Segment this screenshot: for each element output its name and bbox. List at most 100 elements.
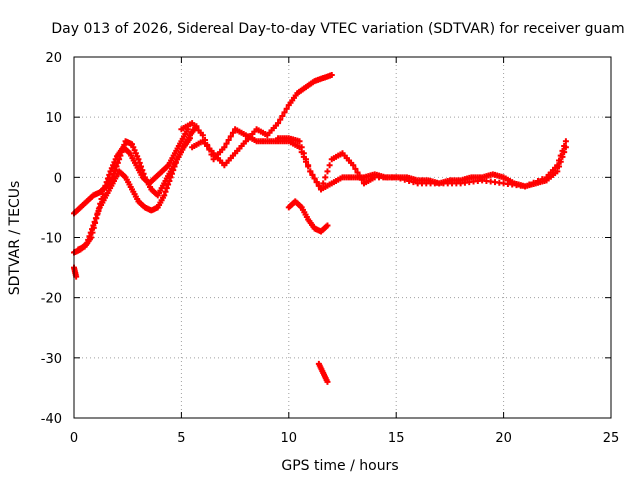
data-series (71, 72, 569, 385)
data-point (130, 144, 137, 151)
data-point (328, 72, 335, 79)
data-point (281, 109, 288, 116)
data-point (410, 179, 417, 186)
data-point (88, 234, 95, 241)
data-point (313, 179, 320, 186)
data-point (128, 141, 135, 148)
data-point (522, 183, 529, 190)
data-point (393, 174, 400, 181)
data-point (186, 135, 193, 142)
data-point (95, 205, 102, 212)
series-track-d (178, 120, 569, 193)
data-point (107, 168, 114, 175)
data-point (401, 176, 408, 183)
series-track-i (315, 360, 331, 385)
data-point (103, 179, 110, 186)
data-point (163, 185, 170, 192)
data-point (131, 147, 138, 154)
data-point (559, 147, 566, 154)
y-tick-label: -30 (41, 352, 62, 367)
data-point (162, 188, 169, 195)
data-point (307, 168, 314, 175)
data-point (279, 112, 286, 119)
data-point (275, 120, 282, 127)
data-point (356, 173, 363, 180)
data-point (102, 182, 109, 189)
data-point (98, 195, 105, 202)
data-point (166, 177, 173, 184)
data-point (358, 176, 365, 183)
data-point (199, 132, 206, 139)
y-tick-label: -20 (41, 292, 62, 307)
series-track-a (71, 123, 200, 217)
data-point (554, 168, 561, 175)
data-point (539, 176, 546, 183)
series-track-f (275, 135, 569, 193)
data-point (171, 163, 178, 170)
data-point (170, 167, 177, 174)
y-tick-label: -10 (41, 232, 62, 247)
x-tick-label: 20 (495, 431, 512, 446)
series-track-c (75, 126, 191, 253)
y-tick-label: -40 (41, 412, 62, 427)
data-point (138, 163, 145, 170)
data-point (93, 215, 100, 222)
data-point (556, 157, 563, 164)
data-point (92, 220, 99, 227)
data-point (161, 192, 168, 199)
series-track-g (285, 198, 331, 235)
data-point (90, 224, 97, 231)
data-point (283, 105, 290, 112)
data-point (406, 177, 413, 184)
data-point (97, 200, 104, 207)
x-tick-label: 0 (70, 431, 78, 446)
data-point (112, 167, 119, 174)
x-axis-label: GPS time / hours (281, 458, 398, 474)
data-point (554, 162, 561, 169)
data-point (397, 175, 404, 182)
data-point (110, 162, 117, 169)
data-point (277, 116, 284, 123)
grid-lines (74, 57, 611, 418)
x-ticks: 0 5 10 15 20 25 (70, 57, 619, 446)
data-point (225, 137, 232, 144)
y-axis-label: SDTVAR / TECUs (7, 181, 23, 296)
chart-title: Day 013 of 2026, Sidereal Day-to-day VTE… (51, 21, 624, 37)
y-ticks: -40 -30 -20 -10 0 10 20 (41, 51, 611, 427)
data-point (300, 150, 307, 157)
data-point (135, 156, 142, 163)
data-point (172, 159, 179, 166)
data-point (94, 210, 101, 217)
data-point (132, 150, 139, 157)
data-point (309, 171, 316, 178)
data-point (315, 182, 322, 189)
data-point (296, 138, 303, 145)
data-point (324, 168, 331, 175)
data-point (101, 186, 108, 193)
data-point (326, 162, 333, 169)
series-track-h (71, 264, 80, 280)
data-point (112, 156, 119, 163)
data-point (104, 175, 111, 182)
data-point (530, 179, 537, 186)
data-point (167, 174, 174, 181)
data-point (134, 153, 141, 160)
data-point (557, 152, 564, 159)
y-tick-label: 0 (54, 171, 62, 186)
data-point (324, 378, 331, 385)
data-point (168, 170, 175, 177)
data-point (526, 181, 533, 188)
series-track-e (189, 72, 335, 169)
data-point (354, 169, 361, 176)
data-point (534, 177, 541, 184)
y-tick-label: 10 (45, 111, 62, 126)
x-tick-label: 15 (388, 431, 405, 446)
data-point (324, 222, 331, 229)
data-point (223, 140, 230, 147)
data-point (108, 165, 115, 172)
data-point (221, 144, 228, 151)
data-point (352, 165, 359, 172)
data-point (165, 181, 172, 188)
data-point (318, 186, 325, 193)
